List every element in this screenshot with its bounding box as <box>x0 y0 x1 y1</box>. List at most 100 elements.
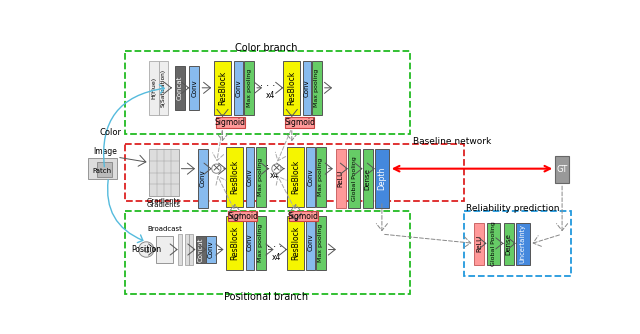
Bar <box>88 158 117 179</box>
Text: Sigmoid: Sigmoid <box>214 118 246 127</box>
Bar <box>149 61 159 115</box>
Text: Max pooling: Max pooling <box>246 69 252 107</box>
Text: x4: x4 <box>266 91 275 100</box>
Circle shape <box>139 242 154 257</box>
Text: ResBlock: ResBlock <box>230 225 239 260</box>
Text: Conv: Conv <box>236 79 241 97</box>
Text: Patch: Patch <box>93 168 112 174</box>
Text: Global Pooling: Global Pooling <box>491 221 495 266</box>
Text: GT: GT <box>556 165 568 174</box>
Text: Max pooling: Max pooling <box>318 158 323 196</box>
Bar <box>303 61 311 115</box>
Bar <box>214 61 231 115</box>
Text: Uncertainty: Uncertainty <box>520 224 526 263</box>
Bar <box>227 216 243 270</box>
Text: ResBlock: ResBlock <box>230 160 239 194</box>
Bar <box>125 211 410 294</box>
Text: H(Hue): H(Hue) <box>152 77 156 99</box>
Text: Sigmoid: Sigmoid <box>288 211 319 220</box>
Bar <box>312 61 322 115</box>
Bar <box>149 149 179 196</box>
Bar <box>555 156 569 183</box>
Bar <box>316 147 326 207</box>
Bar <box>216 117 245 128</box>
Text: Conv: Conv <box>247 168 253 186</box>
Bar <box>348 149 360 208</box>
Bar <box>244 61 254 115</box>
Text: Baseline network: Baseline network <box>413 137 491 146</box>
Text: S(Satulation): S(Satulation) <box>161 69 166 107</box>
Bar <box>375 149 389 208</box>
Text: Sigmoid: Sigmoid <box>227 211 258 220</box>
Bar <box>285 117 314 128</box>
Text: Conv: Conv <box>208 241 214 258</box>
Text: ×: × <box>212 164 221 174</box>
Bar <box>125 144 464 201</box>
Text: Global Pooling: Global Pooling <box>352 156 356 201</box>
Bar <box>504 222 513 265</box>
Bar <box>516 222 530 265</box>
Bar <box>189 234 193 265</box>
Bar <box>246 216 254 270</box>
Circle shape <box>272 164 281 173</box>
Text: Image: Image <box>93 147 117 156</box>
Text: Conv: Conv <box>304 79 310 97</box>
Text: · · ·: · · · <box>266 161 281 171</box>
Text: Broadcast: Broadcast <box>147 226 182 232</box>
Bar <box>287 147 304 207</box>
Text: Dense: Dense <box>506 233 511 255</box>
Text: Conv: Conv <box>308 234 314 252</box>
Bar <box>255 147 266 207</box>
Text: Sigmoid: Sigmoid <box>284 118 315 127</box>
Bar <box>464 211 570 277</box>
Text: Conv: Conv <box>200 170 206 187</box>
Bar <box>156 236 173 263</box>
Bar <box>227 147 243 207</box>
Text: ResBlock: ResBlock <box>291 225 300 260</box>
Circle shape <box>212 164 221 173</box>
Text: ResBlock: ResBlock <box>291 160 300 194</box>
Bar <box>289 211 318 221</box>
Text: Color branch: Color branch <box>235 43 298 53</box>
Text: ResBlock: ResBlock <box>218 71 227 105</box>
Text: Max pooling: Max pooling <box>318 223 323 262</box>
Text: ReLU: ReLU <box>338 170 344 187</box>
Bar <box>255 216 266 270</box>
Text: Reliability prediction: Reliability prediction <box>466 204 559 213</box>
Bar <box>97 162 113 177</box>
Bar <box>316 216 326 270</box>
Bar <box>175 66 185 110</box>
Bar <box>178 234 182 265</box>
Text: Depth: Depth <box>378 167 387 190</box>
Bar <box>307 147 315 207</box>
Text: Dense: Dense <box>365 168 371 190</box>
Bar <box>486 222 500 265</box>
Bar <box>307 216 315 270</box>
Text: Conv: Conv <box>247 234 253 252</box>
Text: Concat: Concat <box>177 76 183 101</box>
Text: Gradients: Gradients <box>147 202 181 208</box>
Bar <box>284 61 300 115</box>
Bar <box>246 147 254 207</box>
Text: x4: x4 <box>272 253 281 262</box>
Text: ×: × <box>272 164 281 174</box>
Text: Conv: Conv <box>308 168 314 186</box>
Text: · · ·: · · · <box>260 81 276 91</box>
Text: x4: x4 <box>270 171 280 180</box>
Bar <box>206 236 216 263</box>
Text: Color: Color <box>100 128 122 137</box>
Text: Position: Position <box>132 245 162 254</box>
Bar <box>287 216 304 270</box>
Text: Max pooling: Max pooling <box>258 223 263 262</box>
Bar <box>474 222 484 265</box>
Bar <box>189 66 200 110</box>
Bar <box>336 149 346 208</box>
Text: · · ·: · · · <box>268 242 282 252</box>
Text: ReLU: ReLU <box>476 235 483 253</box>
Text: Gradients: Gradients <box>147 198 181 204</box>
Bar <box>196 236 205 263</box>
Bar <box>363 149 372 208</box>
Bar <box>159 61 168 115</box>
Bar <box>198 149 208 208</box>
Text: Concat: Concat <box>198 237 204 262</box>
